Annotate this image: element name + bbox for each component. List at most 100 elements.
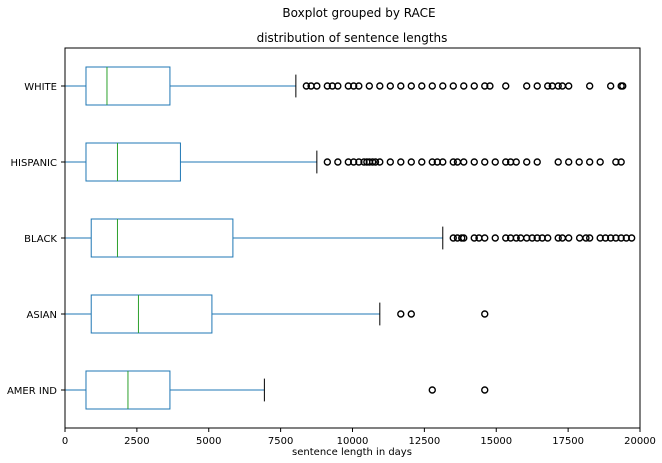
x-tick-label: 12500 [408,436,440,447]
flier-point [449,158,457,166]
flier-point [512,158,520,166]
flier-point [481,158,489,166]
flier-point [481,310,489,318]
flier-point [428,82,436,90]
x-tick-label: 20000 [624,436,656,447]
flier-point [585,234,594,242]
flier-point [617,234,625,242]
flier-point [355,158,363,166]
x-tick-label: 5000 [196,436,221,447]
flier-point [349,82,358,90]
x-tick-label: 17500 [552,436,584,447]
x-tick-label: 15000 [480,436,512,447]
flier-point [565,82,573,90]
flier-point [619,82,627,90]
flier-point [323,158,332,166]
box [90,294,213,334]
flier-point [371,158,380,166]
flier-point [606,234,615,242]
y-tick-label: BLACK [24,234,57,245]
flier-point [554,158,562,166]
flier-point [460,82,468,90]
flier-point [585,158,594,166]
flier-point [407,82,415,90]
flier-point [486,82,494,90]
flier-point [460,158,468,166]
flier-point [502,158,510,166]
chart-title: distribution of sentence lengths [257,31,448,45]
flier-point [355,82,363,90]
flier-point [397,310,405,318]
flier-point [407,158,415,166]
box [85,66,171,106]
flier-point [582,234,590,242]
chart-suptitle: Boxplot grouped by RACE [282,6,435,20]
flier-point [575,234,584,242]
flier-point [418,158,426,166]
box [85,142,181,182]
flier-point [449,82,457,90]
flier-point [554,82,562,90]
flier-point [428,158,436,166]
flier-point [533,82,541,90]
flier-point [523,158,531,166]
flier-point [491,158,499,166]
flier-point [617,158,625,166]
flier-point [334,82,342,90]
x-tick-label: 2500 [124,436,149,447]
x-tick-label: 0 [62,436,68,447]
flier-point [470,158,478,166]
flier-point [418,82,426,90]
y-tick-label: ASIAN [27,310,57,321]
flier-point [544,234,552,242]
flier-point [397,158,405,166]
flier-point [575,158,583,166]
flier-point [368,158,377,166]
flier-point [481,386,489,394]
y-tick-label: WHITE [24,82,57,93]
flier-point [523,82,531,90]
flier-point [585,82,594,90]
flier-point [397,82,405,90]
flier-point [533,234,541,242]
flier-point [554,234,562,242]
y-tick-label: AMER IND [7,386,57,397]
flier-point [302,82,311,90]
flier-point [502,234,510,242]
flier-point [558,82,567,90]
flier-point [558,234,567,242]
flier-point [491,234,499,242]
flier-point [376,82,384,90]
flier-point [481,82,489,90]
flier-point [365,82,374,90]
flier-point [565,158,573,166]
flier-point [407,310,415,318]
flier-point [439,82,447,90]
flier-point [601,234,610,242]
flier-point [596,158,604,166]
flier-point [460,234,468,242]
flier-point [386,158,395,166]
flier-point [449,234,457,242]
x-tick-label: 10000 [337,436,369,447]
flier-point [376,158,384,166]
flier-point [428,386,436,394]
flier-point [470,82,478,90]
flier-point [533,158,541,166]
flier-point [439,158,447,166]
flier-point [481,234,489,242]
flier-point [544,82,552,90]
flier-point [502,82,510,90]
flier-point [334,158,342,166]
flier-point [512,234,520,242]
flier-point [323,82,332,90]
flier-point [627,234,636,242]
flier-point [528,234,536,242]
box [90,218,234,258]
flier-point [606,82,615,90]
flier-point [313,82,321,90]
flier-point [470,234,478,242]
x-tick-label: 7500 [268,436,293,447]
plot-area: 0 2500 5000 7500 10000 12500 15000 17500 20000 AM… [7,66,656,447]
